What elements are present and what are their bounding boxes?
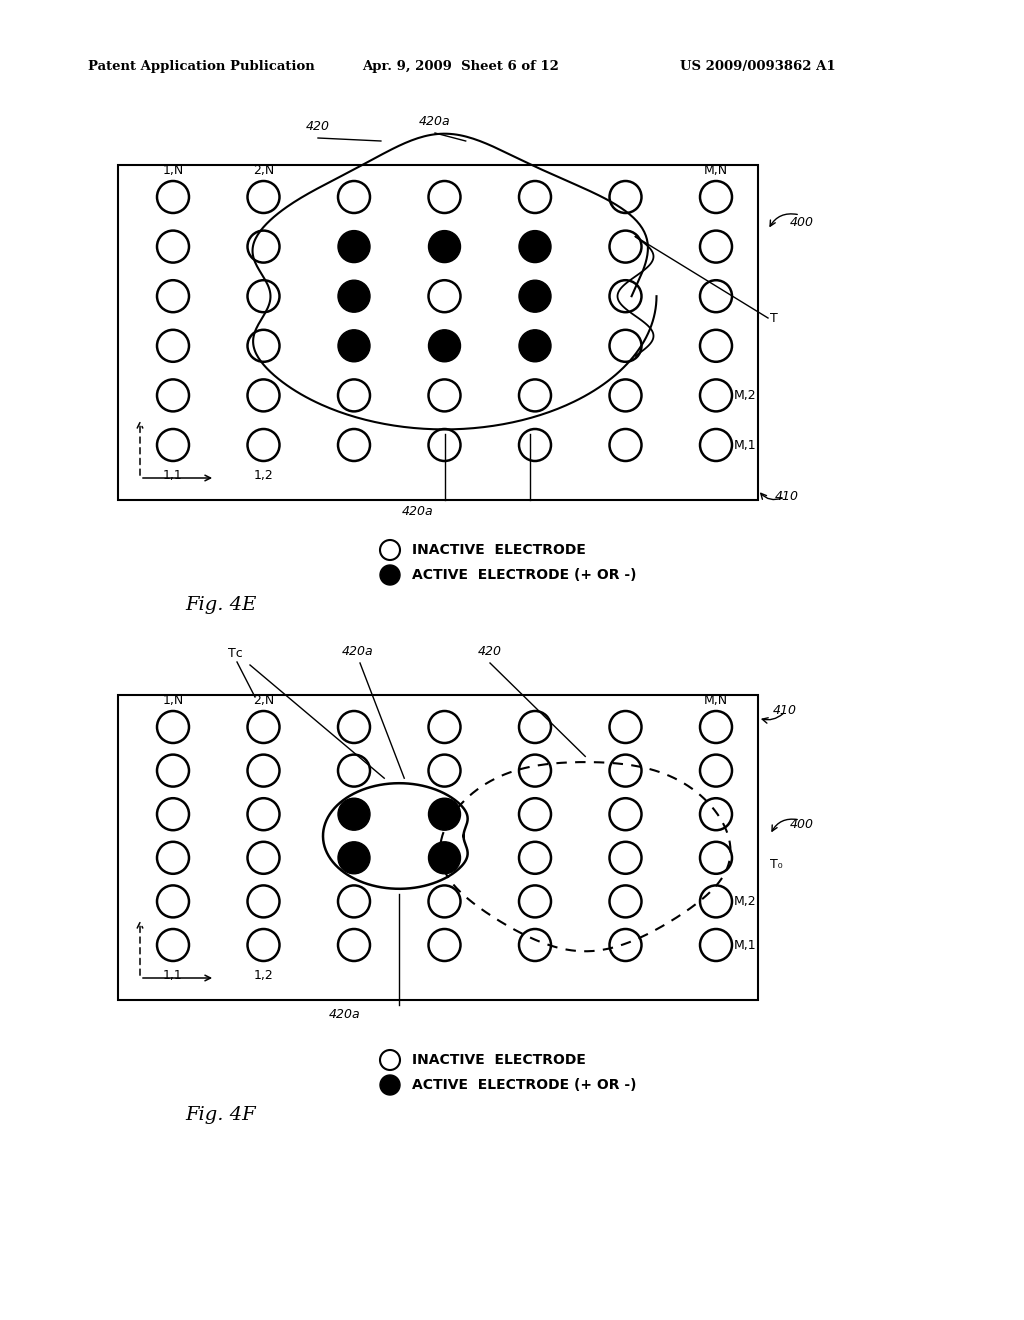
Circle shape [338, 842, 370, 874]
Circle shape [519, 330, 551, 362]
Text: 2,N: 2,N [253, 694, 274, 708]
Text: M,2: M,2 [734, 895, 757, 908]
Text: M,1: M,1 [734, 438, 757, 451]
Text: 410: 410 [775, 491, 799, 503]
Text: Tᴄ: Tᴄ [227, 647, 243, 660]
Text: M,2: M,2 [734, 389, 757, 401]
Text: 420: 420 [306, 120, 330, 133]
Text: 1,2: 1,2 [254, 969, 273, 982]
Text: US 2009/0093862 A1: US 2009/0093862 A1 [680, 59, 836, 73]
Circle shape [338, 231, 370, 263]
Circle shape [428, 231, 461, 263]
Text: 1,2: 1,2 [254, 469, 273, 482]
Text: 420a: 420a [402, 506, 434, 517]
Circle shape [338, 330, 370, 362]
Circle shape [519, 231, 551, 263]
Text: M,1: M,1 [734, 939, 757, 952]
Text: 420a: 420a [329, 1008, 360, 1020]
Text: 410: 410 [773, 704, 797, 717]
Text: 1,N: 1,N [163, 164, 183, 177]
Text: 420a: 420a [342, 645, 374, 657]
Text: T₀: T₀ [770, 858, 782, 871]
Text: M,N: M,N [703, 164, 728, 177]
Circle shape [338, 799, 370, 830]
Circle shape [428, 330, 461, 362]
Text: Fig. 4F: Fig. 4F [185, 1106, 256, 1125]
Text: INACTIVE  ELECTRODE: INACTIVE ELECTRODE [412, 1053, 586, 1067]
Text: ACTIVE  ELECTRODE (+ OR -): ACTIVE ELECTRODE (+ OR -) [412, 1078, 637, 1092]
Text: M,N: M,N [703, 694, 728, 708]
Text: 400: 400 [790, 215, 814, 228]
Text: 420a: 420a [419, 115, 451, 128]
Text: Fig. 4E: Fig. 4E [185, 597, 256, 614]
Text: INACTIVE  ELECTRODE: INACTIVE ELECTRODE [412, 543, 586, 557]
Text: Apr. 9, 2009  Sheet 6 of 12: Apr. 9, 2009 Sheet 6 of 12 [362, 59, 559, 73]
Bar [118, 696, 758, 1001]
Circle shape [380, 565, 400, 585]
Text: Patent Application Publication: Patent Application Publication [88, 59, 314, 73]
Text: ACTIVE  ELECTRODE (+ OR -): ACTIVE ELECTRODE (+ OR -) [412, 568, 637, 582]
Text: 1,1: 1,1 [163, 969, 183, 982]
Circle shape [338, 280, 370, 313]
Text: 400: 400 [790, 818, 814, 832]
Text: 1,N: 1,N [163, 694, 183, 708]
Circle shape [380, 1074, 400, 1096]
Circle shape [519, 280, 551, 313]
Text: 1,1: 1,1 [163, 469, 183, 482]
Circle shape [428, 842, 461, 874]
Circle shape [428, 799, 461, 830]
Bar [118, 165, 758, 500]
Text: T: T [770, 312, 778, 325]
Text: 420: 420 [478, 645, 502, 657]
Text: 2,N: 2,N [253, 164, 274, 177]
